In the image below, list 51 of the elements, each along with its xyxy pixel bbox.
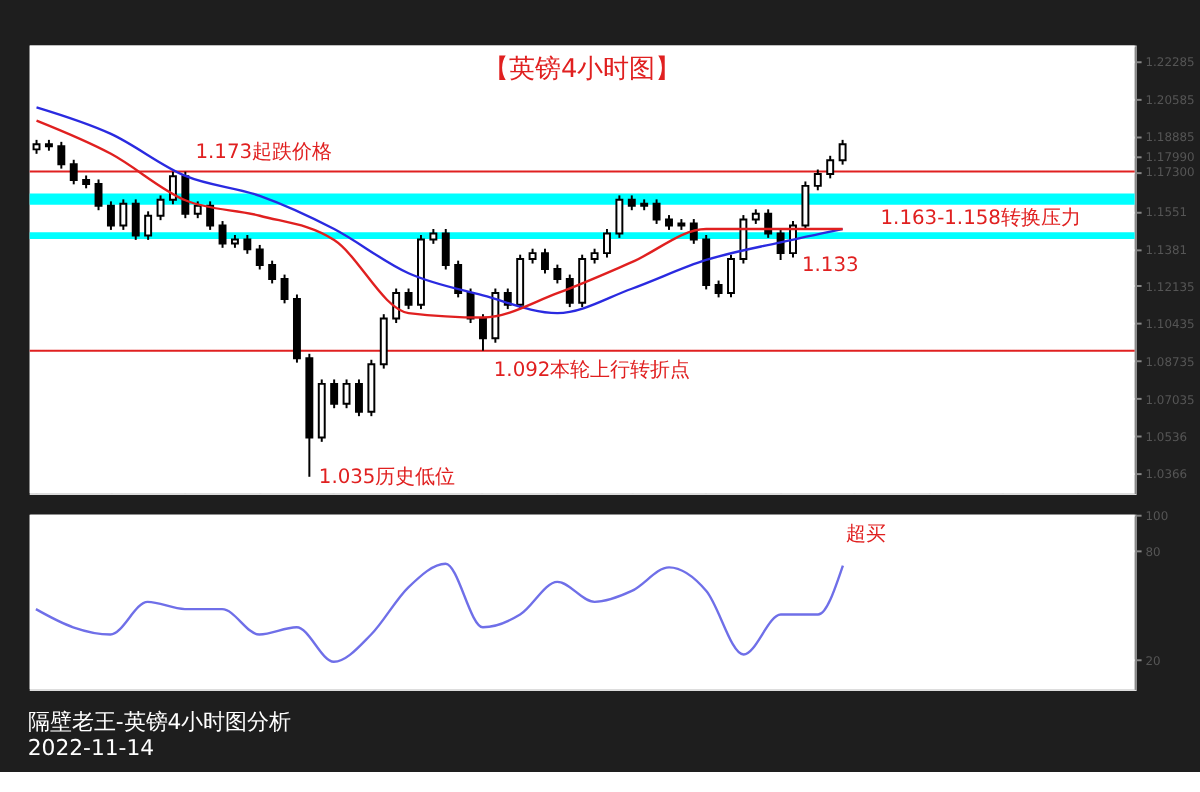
candlestick bbox=[243, 234, 252, 255]
candlestick bbox=[156, 194, 165, 222]
candlestick bbox=[379, 313, 388, 370]
candlestick bbox=[106, 200, 115, 231]
candlestick bbox=[404, 287, 413, 311]
ref-line-label: 1.173起跌价格 bbox=[195, 139, 333, 164]
candlestick bbox=[491, 287, 500, 344]
candlestick bbox=[268, 259, 277, 285]
candlestick bbox=[181, 170, 190, 220]
candlestick bbox=[255, 243, 264, 271]
candlestick bbox=[355, 378, 363, 418]
candlestick bbox=[342, 378, 351, 410]
annotation: 超买 bbox=[845, 522, 886, 547]
candlestick bbox=[131, 198, 140, 241]
ref-line-label: 1.092本轮上行转折点 bbox=[493, 358, 691, 383]
candlestick bbox=[652, 198, 661, 225]
line-series bbox=[34, 562, 845, 663]
candlestick bbox=[454, 259, 463, 299]
annotation: 1.133 bbox=[801, 255, 859, 278]
candlestick bbox=[838, 138, 847, 166]
candlestick bbox=[776, 228, 785, 261]
chart-title: 【英镑4小时图】 bbox=[482, 55, 682, 86]
annotation: 1.035历史低位 bbox=[318, 465, 456, 490]
candlestick bbox=[702, 234, 711, 291]
candlestick bbox=[69, 158, 78, 186]
candlestick bbox=[479, 313, 487, 352]
candlestick bbox=[516, 253, 525, 311]
candlestick bbox=[218, 220, 227, 249]
text: 2022-11-14 bbox=[27, 734, 155, 761]
candlestick bbox=[813, 168, 822, 192]
band-label: 1.163-1.158转换压力 bbox=[880, 206, 1081, 231]
candlestick bbox=[367, 358, 376, 418]
candlestick bbox=[801, 180, 810, 231]
candlestick bbox=[119, 198, 128, 231]
candlestick bbox=[578, 253, 587, 309]
candlestick bbox=[541, 247, 549, 275]
candlestick bbox=[392, 287, 401, 325]
candlestick bbox=[826, 154, 835, 180]
candlestick bbox=[94, 178, 103, 212]
candlestick bbox=[168, 170, 177, 206]
candlestick bbox=[553, 263, 562, 285]
candlestick bbox=[565, 273, 574, 309]
candlestick bbox=[727, 253, 735, 299]
candlestick bbox=[330, 378, 339, 410]
candlestick bbox=[603, 228, 611, 259]
candlestick bbox=[144, 210, 153, 241]
candlestick bbox=[57, 140, 66, 170]
candlestick bbox=[441, 228, 450, 271]
candlestick bbox=[280, 273, 289, 305]
candlestick bbox=[615, 194, 624, 239]
text: 隔壁老王-英镑4小时图分析 bbox=[27, 709, 292, 736]
